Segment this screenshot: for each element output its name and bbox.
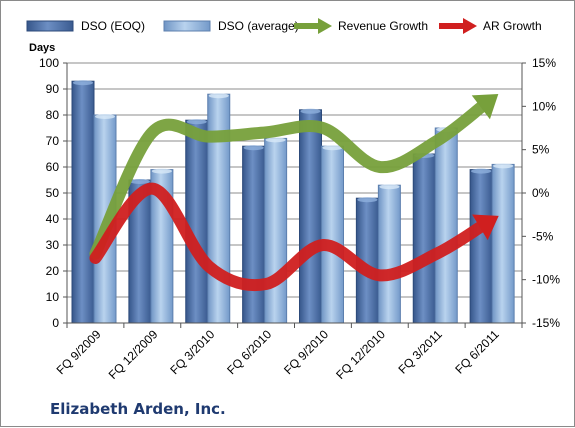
bar-dso-eoq (185, 119, 209, 324)
legend-label-ar-growth: AR Growth (483, 19, 542, 33)
y2-tick-label: 10% (532, 99, 556, 113)
bar-cap (300, 108, 321, 114)
legend-arrowhead-ar-growth (463, 18, 477, 34)
y-tick-label: 30 (46, 238, 60, 252)
y-tick-label: 70 (46, 134, 60, 148)
x-tick-label: FQ 6/2010 (224, 327, 274, 377)
bar-cap (322, 145, 343, 151)
bar-dso-average (321, 145, 344, 324)
x-tick-label: FQ 6/2011 (452, 327, 502, 377)
bar-cap (186, 119, 207, 125)
y-axis-title: Days (29, 42, 55, 54)
y2-tick-label: 5% (532, 143, 550, 157)
x-tick-label: FQ 9/2009 (54, 327, 104, 377)
bar-dso-eoq (242, 145, 266, 324)
x-tick-label: FQ 9/2010 (281, 327, 331, 377)
y-tick-label: 50 (46, 186, 60, 200)
legend-swatch-dso-average (163, 20, 211, 32)
y2-tick-label: -5% (532, 229, 554, 243)
bar-cap (265, 137, 286, 143)
bar-cap (379, 184, 400, 190)
bar-cap (73, 80, 93, 86)
y-tick-label: 40 (46, 212, 60, 226)
x-tick-label: FQ 3/2011 (395, 327, 445, 377)
bar-dso-average (377, 184, 401, 324)
legend-arrowhead-revenue-growth (318, 18, 332, 34)
y-tick-label: 0 (52, 316, 59, 330)
legend-swatch-dso-eoq (26, 20, 74, 32)
legend-label-dso-average: DSO (average) (218, 19, 299, 33)
bar-dso-eoq (412, 153, 436, 324)
bar-dso-average (207, 93, 231, 324)
bar-dso-eoq (299, 109, 322, 324)
bar-cap (151, 168, 172, 174)
bar-cap (357, 197, 378, 203)
bar-cap (95, 114, 115, 119)
revenue-growth-line (89, 100, 489, 260)
growth-arrows (89, 94, 499, 292)
bar-dso-average (264, 137, 288, 324)
x-tick-label: FQ 3/2010 (167, 327, 217, 377)
ar-growth-line (89, 182, 488, 292)
bar-dso-eoq (469, 169, 493, 324)
bar-cap (471, 168, 492, 174)
bar-cap (493, 163, 514, 169)
bar-cap (208, 93, 229, 99)
revenue-growth-arrowhead (471, 94, 499, 120)
bar-dso-average (434, 127, 458, 324)
bar-dso-eoq (71, 80, 95, 324)
company-name: Elizabeth Arden, Inc. (50, 400, 226, 418)
y2-tick-label: 15% (532, 56, 556, 70)
legend-label-dso-eoq: DSO (EOQ) (81, 19, 145, 33)
ar-growth-arrowhead (472, 214, 499, 241)
y-tick-label: 10 (46, 290, 60, 304)
x-tick-label: FQ 12/2009 (106, 327, 161, 382)
legend: DSO (EOQ) DSO (average) Revenue Growth AR G… (26, 18, 542, 34)
y-tick-label: 100 (39, 56, 59, 70)
y-tick-label: 80 (46, 108, 60, 122)
y-tick-label: 60 (46, 160, 60, 174)
y-tick-label: 20 (46, 264, 60, 278)
y-tick-label: 90 (46, 82, 60, 96)
y2-tick-label: 0% (532, 186, 550, 200)
bar-cap (243, 145, 264, 151)
y2-tick-label: -10% (532, 273, 560, 287)
bar-dso-average (491, 163, 515, 324)
y2-tick-label: -15% (532, 316, 560, 330)
bar-cap (129, 179, 150, 184)
x-tick-label: FQ 12/2010 (333, 327, 388, 382)
legend-label-revenue-growth: Revenue Growth (338, 19, 428, 33)
bars (71, 80, 515, 324)
